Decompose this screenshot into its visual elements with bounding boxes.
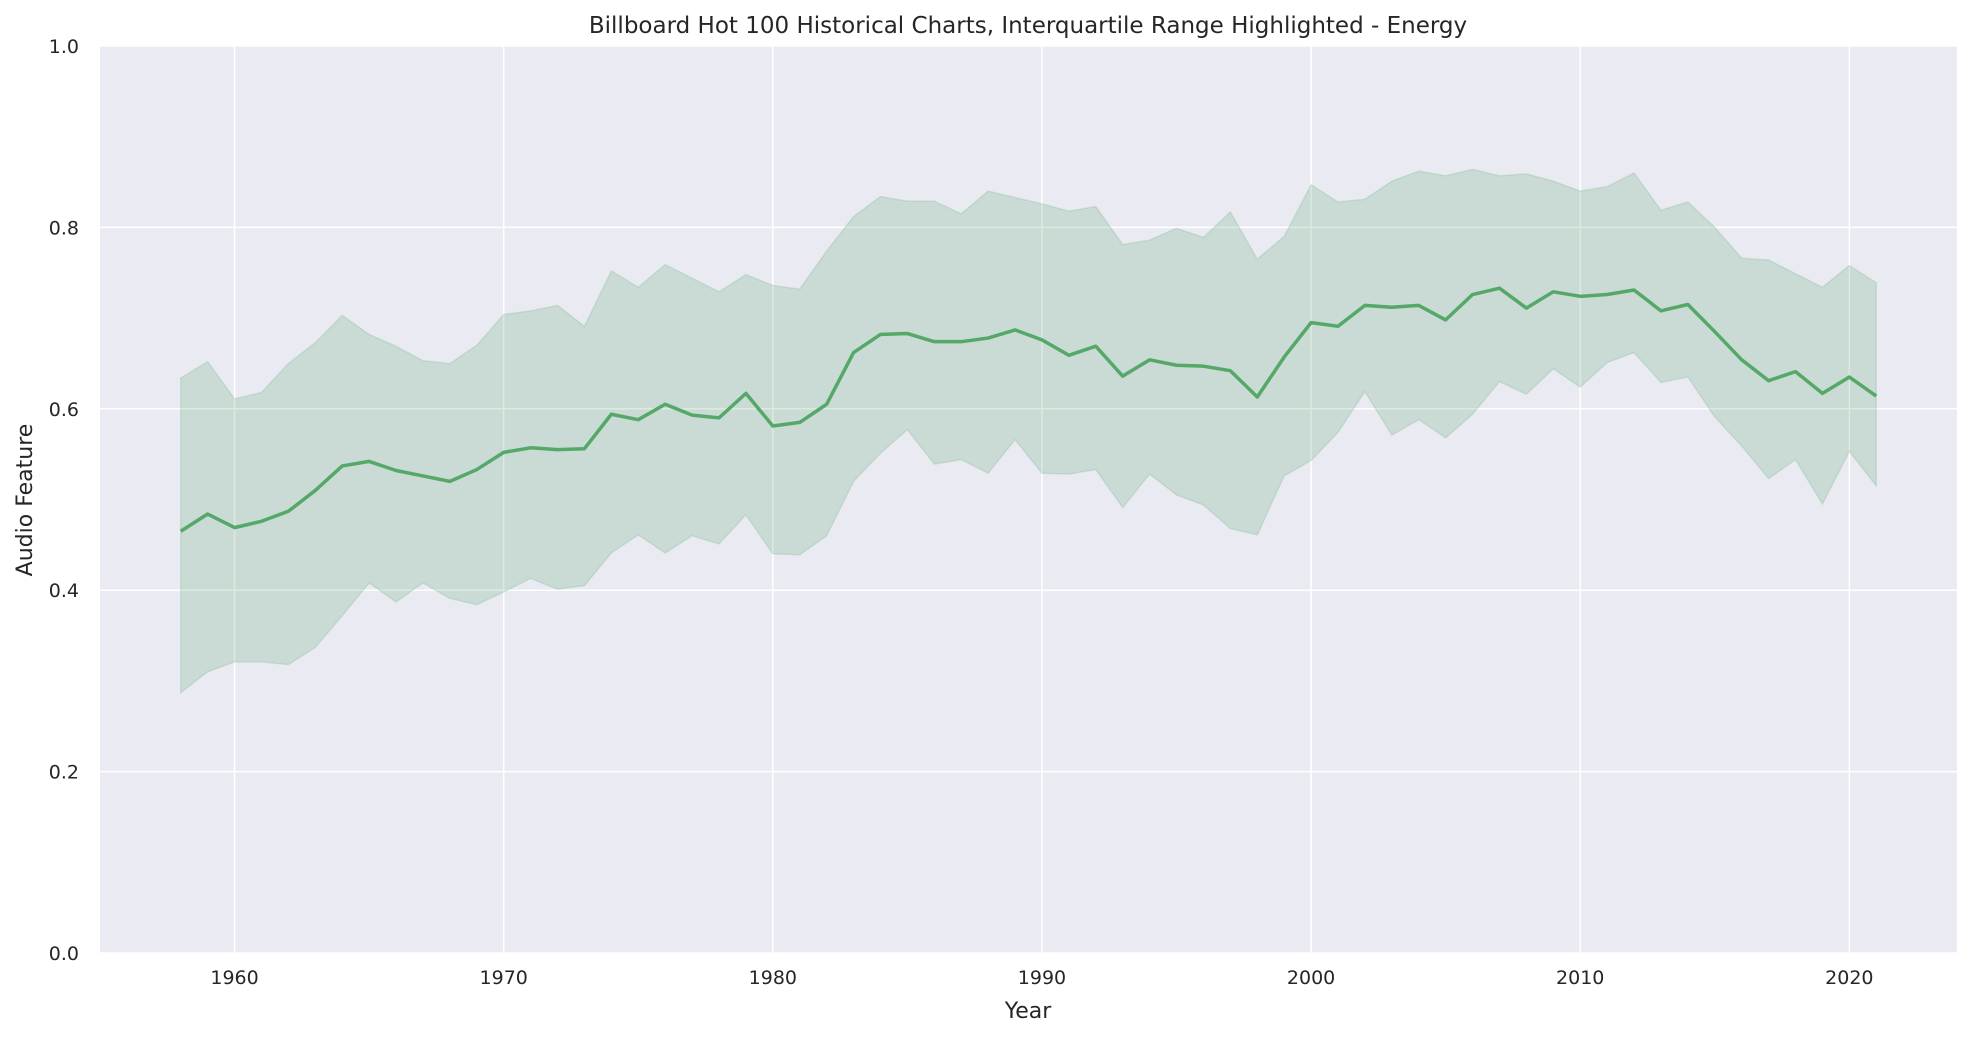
y-tick-label: 1.0 [49, 36, 79, 58]
x-tick-label: 2020 [1825, 967, 1873, 989]
x-tick-label: 2000 [1287, 967, 1335, 989]
x-tick-label: 1970 [480, 967, 528, 989]
x-tick-label: 1960 [210, 967, 258, 989]
median-line [179, 286, 1878, 533]
x-tick-label: 1990 [1018, 967, 1066, 989]
x-tick-label: 2010 [1556, 967, 1604, 989]
y-tick-label: 0.6 [49, 399, 79, 421]
x-tick-labels: 1960 1970 1980 1990 2000 2010 2020 [210, 967, 1873, 989]
y-tick-label: 0.2 [49, 762, 79, 784]
y-tick-label: 0.8 [49, 217, 79, 239]
y-tick-label: 0.0 [49, 943, 79, 965]
median-points [180, 288, 1877, 532]
grid-lines [100, 45, 1957, 954]
y-tick-labels: 0.0 0.2 0.4 0.6 0.8 1.0 [49, 36, 79, 965]
x-tick-label: 1980 [749, 967, 797, 989]
chart-title: Billboard Hot 100 Historical Charts, Int… [589, 13, 1467, 39]
plot-background [100, 46, 1957, 953]
y-axis-title: Audio Feature [13, 424, 38, 577]
x-axis-title: Year [1004, 999, 1053, 1024]
y-tick-label: 0.4 [49, 580, 79, 602]
interquartile-band [179, 168, 1878, 695]
